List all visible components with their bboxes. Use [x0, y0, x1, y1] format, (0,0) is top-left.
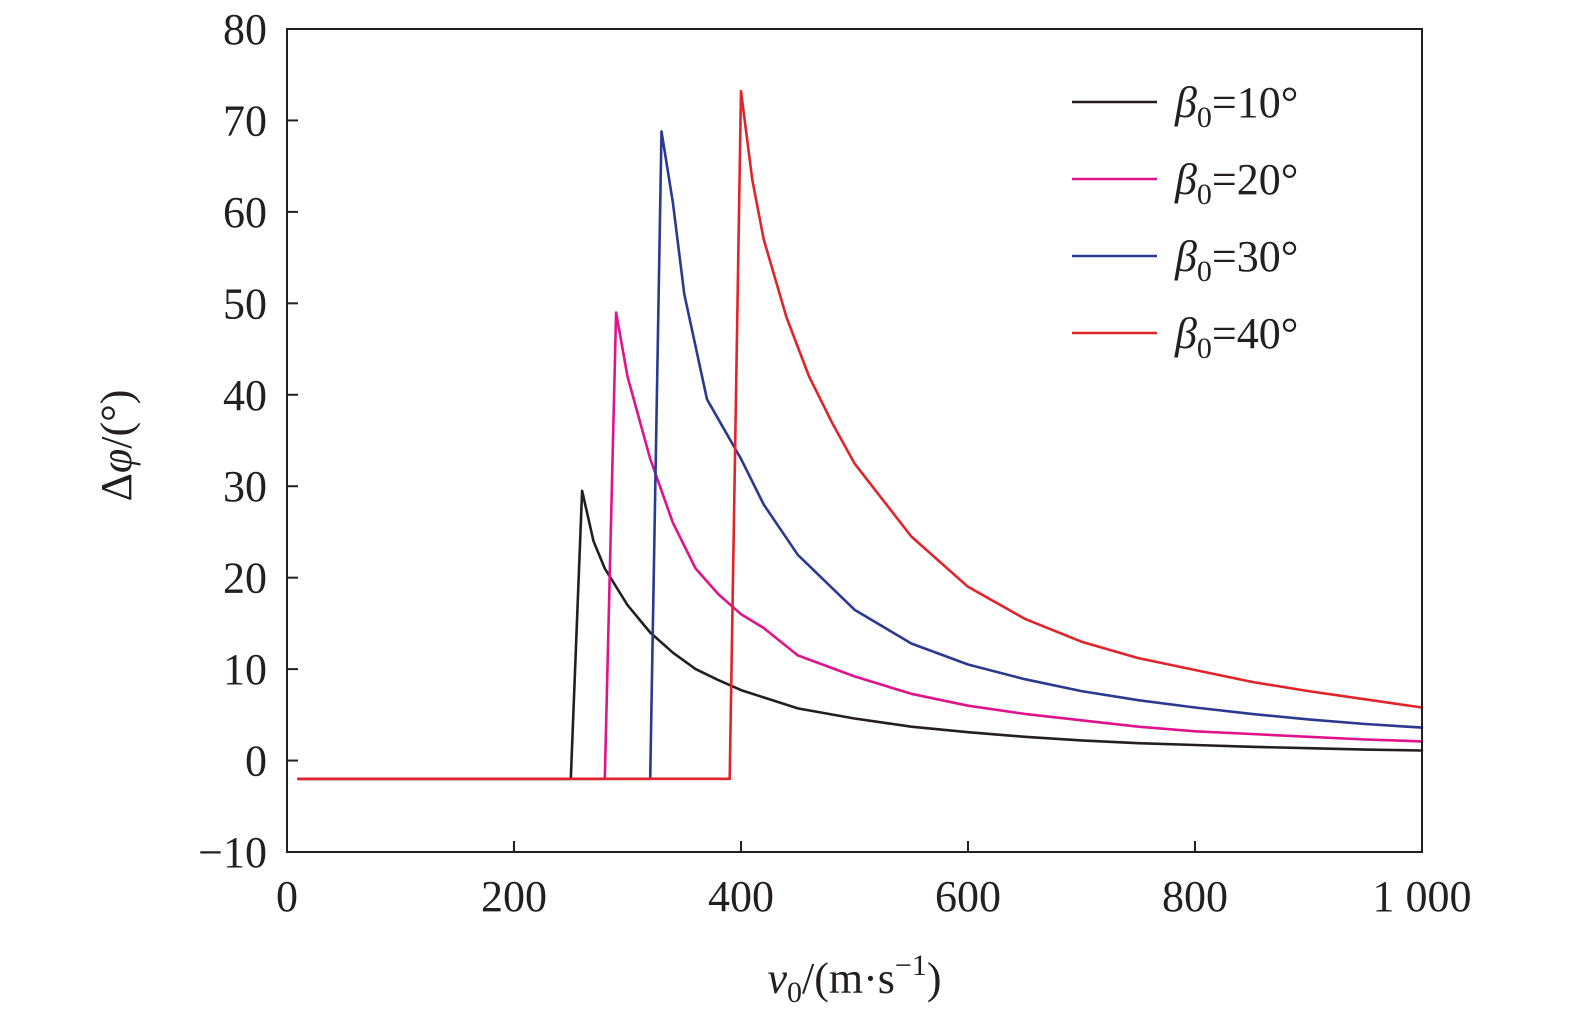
legend-label-sub: 0 — [1197, 332, 1212, 365]
legend-label-sub: 0 — [1197, 178, 1212, 211]
y-tick-label: 60 — [223, 188, 267, 237]
x-tick-label: 200 — [481, 872, 547, 921]
x-axis-title: v0/(m·s−1) — [768, 949, 942, 1009]
x-axis-title-unit-close: ) — [927, 954, 942, 1003]
x-axis-title-sub: 0 — [787, 976, 802, 1009]
series-line-3 — [297, 130, 1424, 781]
legend-label-sub: 0 — [1197, 101, 1212, 134]
legend-label-rest: =40° — [1212, 309, 1298, 358]
legend-label-var: β — [1174, 78, 1197, 127]
legend-item-1: β0=10° — [1072, 78, 1298, 134]
x-tick-label: 600 — [935, 872, 1001, 921]
x-axis-title-unit-open: /(m·s — [802, 954, 895, 1003]
y-tick-label: −10 — [198, 828, 267, 877]
y-axis-title-var: φ — [92, 449, 141, 473]
legend-item-4: β0=40° — [1072, 309, 1298, 365]
legend-item-3: β0=30° — [1072, 232, 1298, 288]
legend-label-rest: =20° — [1212, 155, 1298, 204]
y-axis-title: Δφ/(°) — [92, 390, 141, 502]
x-tick-label: 400 — [708, 872, 774, 921]
y-tick-label: 70 — [223, 96, 267, 145]
y-tick-label: 30 — [223, 462, 267, 511]
y-tick-label: 10 — [223, 645, 267, 694]
legend-label-var: β — [1174, 309, 1197, 358]
y-tick-label: 80 — [223, 5, 267, 54]
legend-label-sub: 0 — [1197, 255, 1212, 288]
legend-label: β0=20° — [1174, 155, 1298, 211]
y-axis-title-unit: /(°) — [92, 390, 141, 449]
y-tick-label: 20 — [223, 554, 267, 603]
x-axis-title-unit-sup: −1 — [895, 949, 927, 982]
x-tick-label: 0 — [276, 872, 298, 921]
legend-item-2: β0=20° — [1072, 155, 1298, 211]
plot-frame — [286, 28, 1423, 853]
y-tick-label: 40 — [223, 371, 267, 420]
series-line-1 — [297, 489, 1424, 781]
legend-label-var: β — [1174, 232, 1197, 281]
x-axis-title-var: v — [768, 954, 788, 1003]
x-axis: 0 200 400 600 800 1 000 — [276, 841, 1472, 921]
y-axis: −10 0 10 20 30 40 50 60 70 80 — [198, 5, 298, 877]
legend-label-rest: =30° — [1212, 232, 1298, 281]
series-lines — [297, 89, 1424, 781]
series-line-2 — [297, 311, 1424, 781]
legend-label-rest: =10° — [1212, 78, 1298, 127]
legend-label-var: β — [1174, 155, 1197, 204]
y-axis-title-pre: Δ — [92, 473, 141, 501]
x-tick-label: 1 000 — [1373, 872, 1472, 921]
y-tick-label: 0 — [245, 737, 267, 786]
x-tick-label: 800 — [1162, 872, 1228, 921]
y-tick-label: 50 — [223, 279, 267, 328]
series-line-4 — [297, 89, 1424, 781]
legend: β0=10°β0=20°β0=30°β0=40° — [1072, 78, 1298, 365]
legend-label: β0=30° — [1174, 232, 1298, 288]
legend-label: β0=40° — [1174, 309, 1298, 365]
legend-label: β0=10° — [1174, 78, 1298, 134]
